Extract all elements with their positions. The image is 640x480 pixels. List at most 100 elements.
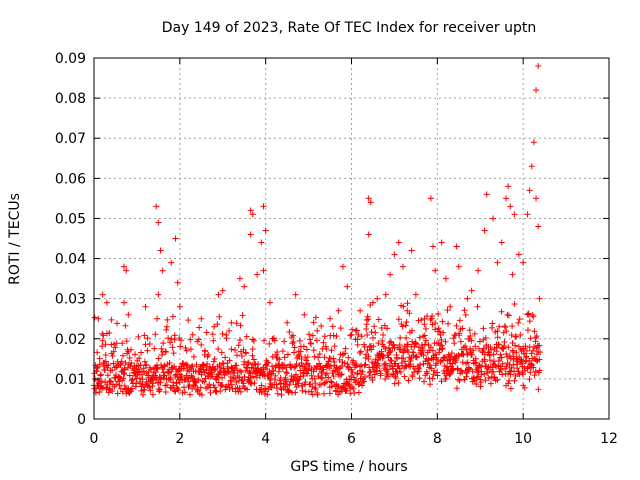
data-point: [233, 378, 240, 385]
data-point: [505, 377, 512, 384]
data-point: [382, 360, 389, 367]
data-point: [498, 354, 505, 361]
data-point: [379, 337, 386, 344]
data-point: [298, 360, 305, 367]
data-point: [243, 333, 250, 340]
data-point: [418, 317, 425, 324]
data-point: [485, 374, 492, 381]
data-point: [360, 378, 367, 385]
data-point: [328, 347, 335, 354]
data-point: [245, 360, 252, 367]
data-point: [467, 332, 474, 339]
data-point: [369, 299, 376, 306]
data-point: [400, 355, 407, 362]
data-point: [490, 215, 497, 222]
data-point: [216, 313, 223, 320]
data-point: [310, 347, 317, 354]
data-point: [110, 348, 117, 355]
data-point: [283, 370, 290, 377]
data-point: [427, 381, 434, 388]
data-point: [395, 239, 402, 246]
data-point: [104, 372, 111, 379]
data-point: [170, 382, 177, 389]
data-point: [261, 337, 268, 344]
data-point: [141, 358, 148, 365]
data-point: [446, 371, 453, 378]
data-point: [174, 279, 181, 286]
data-point: [266, 299, 273, 306]
data-point: [219, 382, 226, 389]
data-point: [237, 322, 244, 329]
data-point: [202, 348, 209, 355]
y-tick-label: 0.07: [55, 131, 86, 147]
data-point: [451, 340, 458, 347]
data-point: [419, 347, 426, 354]
data-point: [505, 344, 512, 351]
data-point: [286, 329, 293, 336]
data-point: [249, 211, 256, 218]
data-point: [309, 383, 316, 390]
data-point: [246, 369, 253, 376]
data-point: [427, 195, 434, 202]
data-point: [296, 351, 303, 358]
data-point: [481, 227, 488, 234]
data-point: [362, 374, 369, 381]
data-point: [533, 357, 540, 364]
data-point: [166, 360, 173, 367]
data-point: [352, 327, 359, 334]
data-point: [408, 327, 415, 334]
data-point: [456, 330, 463, 337]
data-point: [497, 366, 504, 373]
data-point: [371, 323, 378, 330]
data-point: [196, 324, 203, 331]
data-point: [127, 388, 134, 395]
data-point: [282, 374, 289, 381]
data-point: [104, 364, 111, 371]
data-point: [477, 379, 484, 386]
data-point: [507, 203, 514, 210]
data-point: [475, 267, 482, 274]
data-point: [181, 389, 188, 396]
data-point: [290, 349, 297, 356]
data-point: [409, 373, 416, 380]
data-point: [436, 328, 443, 335]
data-point: [421, 341, 428, 348]
data-point: [490, 351, 497, 358]
data-point: [487, 344, 494, 351]
data-point: [378, 324, 385, 331]
data-point: [404, 300, 411, 307]
data-point: [162, 348, 169, 355]
data-point: [158, 345, 165, 352]
data-point: [211, 323, 218, 330]
data-point: [526, 318, 533, 325]
data-point: [185, 317, 192, 324]
x-tick-label: 2: [175, 431, 184, 447]
data-point: [226, 327, 233, 334]
data-point: [504, 311, 511, 318]
data-point: [222, 386, 229, 393]
data-point: [391, 380, 398, 387]
data-point: [262, 385, 269, 392]
data-point: [203, 367, 210, 374]
data-point: [247, 207, 254, 214]
data-point: [300, 343, 307, 350]
data-point: [462, 343, 469, 350]
data-point: [394, 370, 401, 377]
data-point: [226, 357, 233, 364]
y-tick-label: 0.08: [55, 91, 86, 107]
data-point: [509, 349, 516, 356]
data-point: [315, 354, 322, 361]
data-point: [260, 267, 267, 274]
data-point: [530, 313, 537, 320]
data-point: [157, 247, 164, 254]
data-point: [128, 385, 135, 392]
data-point: [264, 391, 271, 398]
data-point: [144, 335, 151, 342]
data-point: [247, 231, 254, 238]
data-point: [271, 337, 278, 344]
data-point: [123, 338, 130, 345]
data-point: [503, 195, 509, 202]
data-point: [530, 364, 537, 371]
data-point: [153, 203, 160, 210]
